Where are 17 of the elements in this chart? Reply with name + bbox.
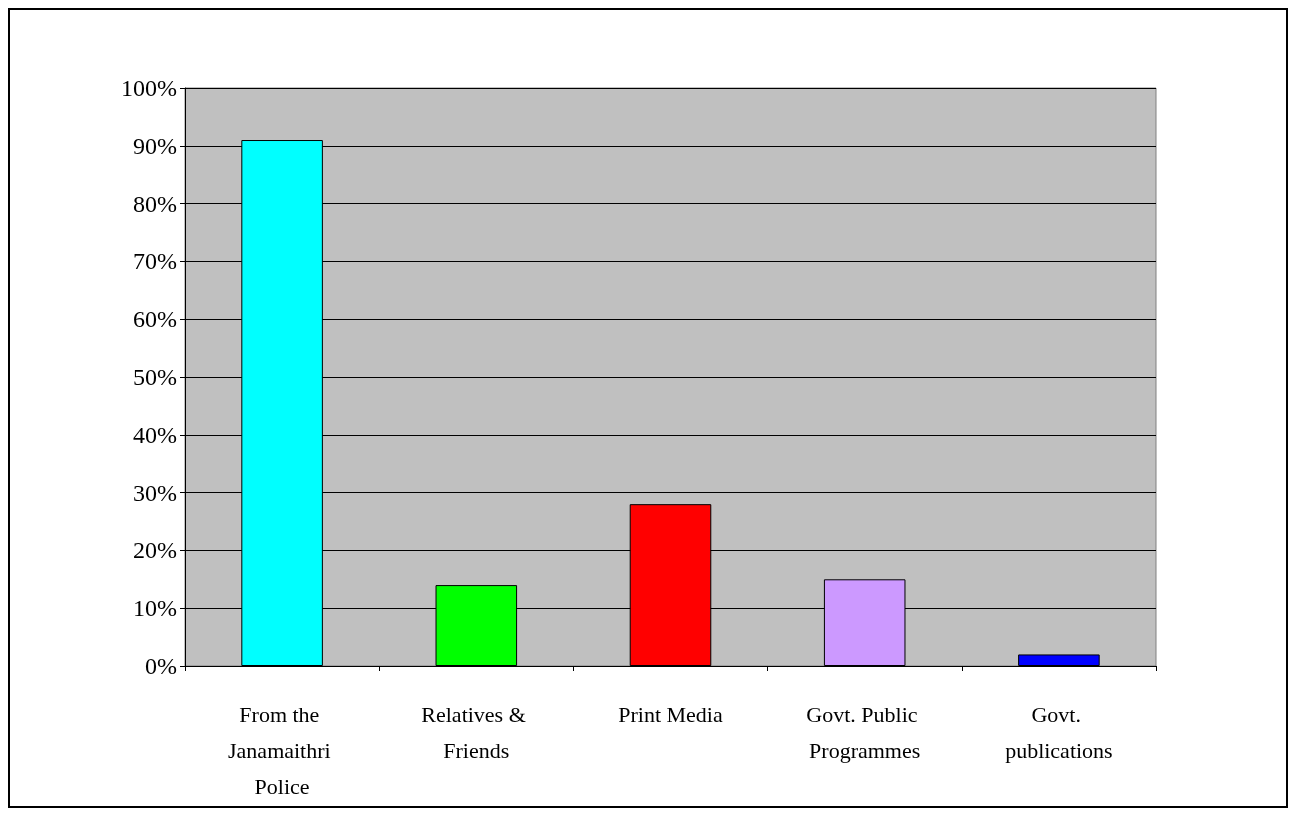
x-tick-label: From the Janamaithri Police (228, 701, 337, 799)
y-tick-label: 90% (133, 132, 177, 159)
y-tick-label: 80% (133, 190, 177, 217)
x-tick-label: Govt. publications (1005, 701, 1113, 763)
y-tick-label: 10% (133, 595, 177, 622)
x-tick-label: Print Media (618, 701, 723, 727)
bar (1018, 654, 1100, 666)
y-tick-label: 70% (133, 248, 177, 275)
y-tick-label: 100% (121, 75, 177, 101)
y-tick-label: 30% (133, 479, 177, 506)
x-tick-label: Relatives & Friends (421, 701, 532, 763)
y-tick-label: 40% (133, 421, 177, 448)
y-tick-label: 0% (145, 653, 177, 679)
x-tick-label: Govt. Public Programmes (806, 701, 924, 763)
y-tick-label: 50% (133, 364, 177, 390)
y-tick-label: 20% (133, 537, 177, 564)
y-tick-label: 60% (133, 306, 177, 333)
